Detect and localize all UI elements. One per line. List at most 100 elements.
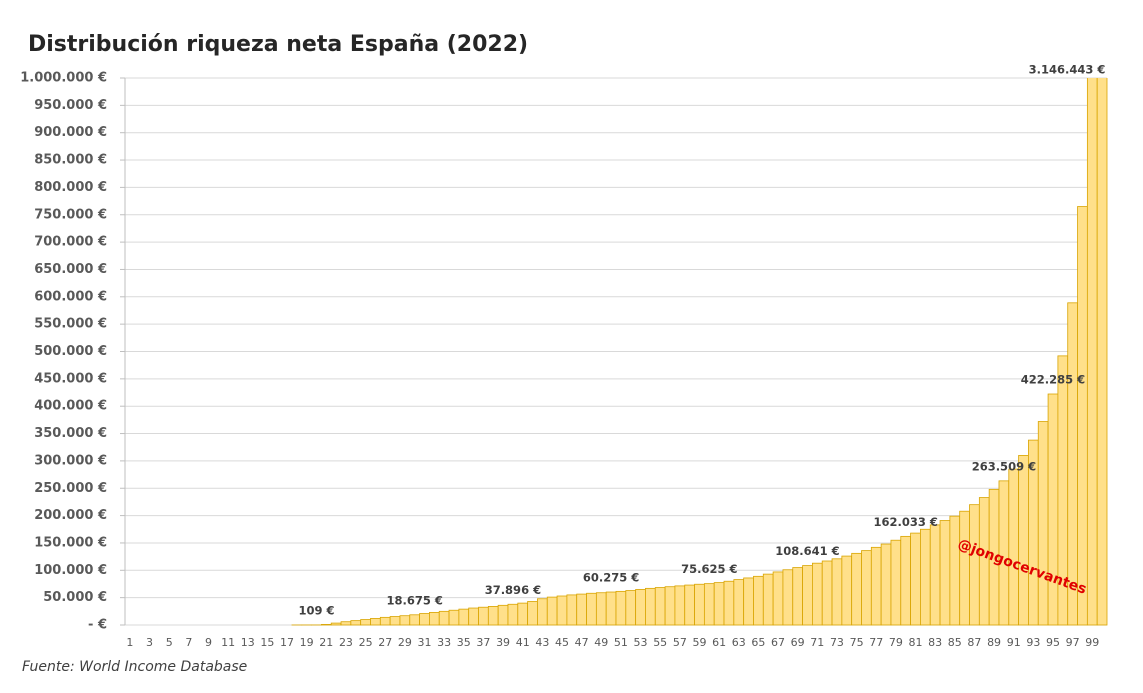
x-tick-label: 65 bbox=[751, 636, 765, 649]
x-tick-label: 89 bbox=[987, 636, 1001, 649]
bar bbox=[360, 619, 371, 626]
x-tick-label: 9 bbox=[205, 636, 212, 649]
bar bbox=[802, 565, 813, 626]
x-tick-label: 61 bbox=[712, 636, 726, 649]
bar bbox=[1018, 455, 1029, 626]
y-tick-label: 650.000 € bbox=[34, 262, 107, 277]
value-label: 75.625 € bbox=[681, 562, 737, 576]
bar bbox=[635, 589, 646, 626]
bar bbox=[537, 598, 548, 626]
value-label: 108.641 € bbox=[775, 544, 839, 558]
x-tick-label: 35 bbox=[457, 636, 471, 649]
x-tick-label: 57 bbox=[673, 636, 687, 649]
bar bbox=[920, 528, 931, 626]
bar bbox=[949, 515, 961, 626]
x-tick-label: 85 bbox=[948, 636, 962, 649]
bar bbox=[703, 583, 715, 626]
bar bbox=[487, 606, 499, 626]
value-label: 109 € bbox=[298, 603, 334, 617]
value-label: 60.275 € bbox=[583, 571, 639, 585]
y-tick-label: 500.000 € bbox=[34, 344, 107, 359]
y-tick-label: 200.000 € bbox=[34, 508, 107, 523]
value-label: 263.509 € bbox=[972, 459, 1036, 473]
bars bbox=[291, 78, 1108, 626]
bar bbox=[458, 608, 470, 626]
bar bbox=[330, 622, 342, 626]
x-tick-label: 47 bbox=[575, 636, 589, 649]
x-tick-label: 1 bbox=[126, 636, 133, 649]
x-tick-label: 5 bbox=[166, 636, 173, 649]
x-tick-label: 43 bbox=[535, 636, 549, 649]
bar bbox=[762, 573, 774, 626]
x-tick-label: 23 bbox=[339, 636, 353, 649]
bar bbox=[1008, 468, 1020, 626]
bar bbox=[939, 520, 951, 626]
bar bbox=[615, 590, 627, 626]
x-tick-label: 25 bbox=[359, 636, 373, 649]
x-tick-label: 27 bbox=[378, 636, 392, 649]
x-tick-label: 93 bbox=[1026, 636, 1040, 649]
x-tick-label: 95 bbox=[1046, 636, 1060, 649]
y-tick-label: 350.000 € bbox=[34, 426, 107, 441]
bar bbox=[1086, 78, 1098, 626]
x-tick-label: 73 bbox=[830, 636, 844, 649]
x-tick-label: 99 bbox=[1085, 636, 1099, 649]
bar bbox=[409, 614, 420, 626]
bar bbox=[556, 595, 568, 626]
bar bbox=[743, 577, 754, 626]
bar bbox=[1047, 393, 1059, 626]
value-label: 37.896 € bbox=[485, 583, 541, 597]
x-tick-label: 55 bbox=[653, 636, 667, 649]
x-tick-label: 53 bbox=[634, 636, 648, 649]
x-tick-label: 59 bbox=[692, 636, 706, 649]
bar bbox=[645, 587, 656, 626]
bar bbox=[851, 552, 862, 626]
y-tick-label: 800.000 € bbox=[34, 180, 107, 195]
y-tick-label: 1.000.000 € bbox=[20, 71, 107, 86]
x-tick-label: 3 bbox=[146, 636, 153, 649]
value-label: 162.033 € bbox=[873, 515, 937, 529]
bar bbox=[517, 602, 529, 626]
bar bbox=[497, 604, 509, 626]
y-tick-label: 50.000 € bbox=[43, 590, 107, 605]
value-label: 422.285 € bbox=[1021, 373, 1085, 387]
y-tick-label: 850.000 € bbox=[34, 153, 107, 168]
source: Fuente: World Income Database bbox=[22, 659, 247, 675]
x-tick-label: 11 bbox=[221, 636, 235, 649]
bar bbox=[1037, 421, 1049, 626]
bar bbox=[694, 583, 705, 626]
y-tick-label: 900.000 € bbox=[34, 125, 107, 140]
bar bbox=[654, 587, 666, 626]
x-tick-label: 33 bbox=[437, 636, 451, 649]
bar bbox=[507, 603, 519, 626]
x-tick-label: 83 bbox=[928, 636, 942, 649]
bar bbox=[664, 586, 676, 626]
x-tick-label: 69 bbox=[791, 636, 805, 649]
y-tick-label: 400.000 € bbox=[34, 399, 107, 414]
x-tick-label: 97 bbox=[1066, 636, 1080, 649]
bar bbox=[929, 524, 941, 626]
x-tick-label: 67 bbox=[771, 636, 785, 649]
y-tick-label: 550.000 € bbox=[34, 317, 107, 332]
x-tick-label: 29 bbox=[398, 636, 412, 649]
x-tick-label: 17 bbox=[280, 636, 294, 649]
bar bbox=[546, 596, 558, 626]
x-tick-label: 71 bbox=[810, 636, 824, 649]
y-tick-label: 750.000 € bbox=[34, 207, 107, 222]
y-tick-label: 150.000 € bbox=[34, 535, 107, 550]
bar bbox=[959, 510, 970, 626]
bar bbox=[429, 612, 440, 626]
bar bbox=[969, 504, 980, 626]
x-tick-label: 31 bbox=[418, 636, 432, 649]
bar bbox=[684, 584, 695, 626]
bar bbox=[870, 546, 882, 626]
x-tick-label: 45 bbox=[555, 636, 569, 649]
x-tick-label: 77 bbox=[869, 636, 883, 649]
grid: - € 50.000 € 100.000 € 150.000 € 200.000 € 25… bbox=[20, 71, 1107, 633]
x-tick-label: 87 bbox=[967, 636, 981, 649]
bar bbox=[586, 592, 597, 626]
bar bbox=[812, 562, 823, 626]
y-tick-label: 450.000 € bbox=[34, 371, 107, 386]
